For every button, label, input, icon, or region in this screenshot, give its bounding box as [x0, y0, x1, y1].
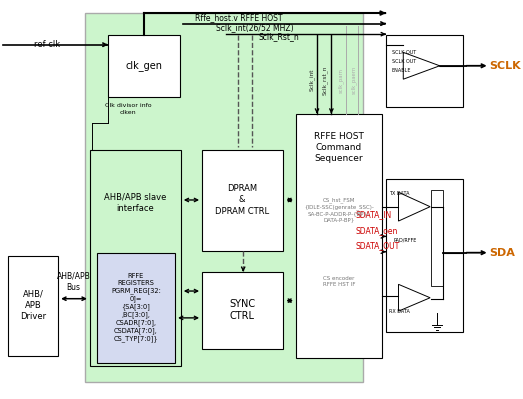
- Text: SCLK: SCLK: [490, 61, 521, 71]
- Text: sclk_paern: sclk_paern: [350, 66, 356, 94]
- Bar: [85, 13, 363, 382]
- Text: SDATA_IN: SDATA_IN: [355, 210, 392, 219]
- Text: SCLK OUT: SCLK OUT: [392, 50, 416, 55]
- Polygon shape: [403, 52, 440, 79]
- Text: PAD/RFFE: PAD/RFFE: [394, 238, 417, 243]
- Text: TX DATA: TX DATA: [389, 191, 410, 196]
- Text: SDATA_oen: SDATA_oen: [355, 226, 397, 235]
- Text: SDA: SDA: [490, 248, 515, 258]
- Bar: [386, 179, 463, 332]
- Text: RX DATA: RX DATA: [389, 309, 410, 314]
- Bar: [202, 150, 283, 251]
- Text: Sclk_int: Sclk_int: [310, 69, 315, 91]
- Text: clk_gen: clk_gen: [125, 60, 162, 71]
- Text: sclk_parn: sclk_parn: [338, 68, 344, 93]
- Text: ref clk: ref clk: [33, 40, 60, 49]
- Text: DPRAM
&
DPRAM CTRL: DPRAM & DPRAM CTRL: [215, 184, 269, 215]
- Text: AHB/APB slave
interface: AHB/APB slave interface: [104, 193, 166, 213]
- Polygon shape: [399, 284, 430, 311]
- Text: RFFE HOST
Command
Sequencer: RFFE HOST Command Sequencer: [314, 132, 364, 163]
- Text: CS_hst_FSM
{IDLE-SSC(genrate_SSC)-
SA-BC-P-ADDR-P-{BP}-
DATA-P-BP}: CS_hst_FSM {IDLE-SSC(genrate_SSC)- SA-BC…: [304, 197, 374, 222]
- Text: Sclk_Rst_n: Sclk_Rst_n: [258, 33, 299, 41]
- Text: CS encoder
RFFE HST IF: CS encoder RFFE HST IF: [323, 276, 355, 287]
- Text: AHB/
APB
Driver: AHB/ APB Driver: [20, 290, 47, 321]
- Bar: [8, 256, 58, 356]
- Text: SCLK OUT: SCLK OUT: [392, 59, 416, 65]
- Bar: [386, 35, 463, 107]
- Text: Rffe_host.v RFFE HOST: Rffe_host.v RFFE HOST: [195, 13, 282, 22]
- Text: AHB/APB
Bus: AHB/APB Bus: [56, 271, 90, 292]
- Text: ENABLE: ENABLE: [392, 68, 411, 73]
- Polygon shape: [399, 192, 430, 221]
- Bar: [90, 150, 181, 366]
- Text: Sclk_int(26/52 MHZ): Sclk_int(26/52 MHZ): [216, 23, 293, 32]
- Bar: [296, 114, 382, 358]
- Text: SDATA_OUT: SDATA_OUT: [355, 241, 400, 251]
- Text: Clk divisor info
clken: Clk divisor info clken: [105, 103, 152, 115]
- Bar: [97, 253, 175, 363]
- Text: SYNC
CTRL: SYNC CTRL: [229, 299, 255, 322]
- Bar: [202, 272, 283, 349]
- Text: RFFE
REGISTERS
PGRM_REG[32:
0]=
{SA[3:0]
,BC[3:0],
CSADR[7:0],
CSDATA[7:0],
CS_T: RFFE REGISTERS PGRM_REG[32: 0]= {SA[3:0]…: [111, 273, 161, 342]
- Bar: [431, 190, 442, 286]
- Text: Sclk_rst_n: Sclk_rst_n: [322, 65, 327, 95]
- Bar: [108, 35, 180, 97]
